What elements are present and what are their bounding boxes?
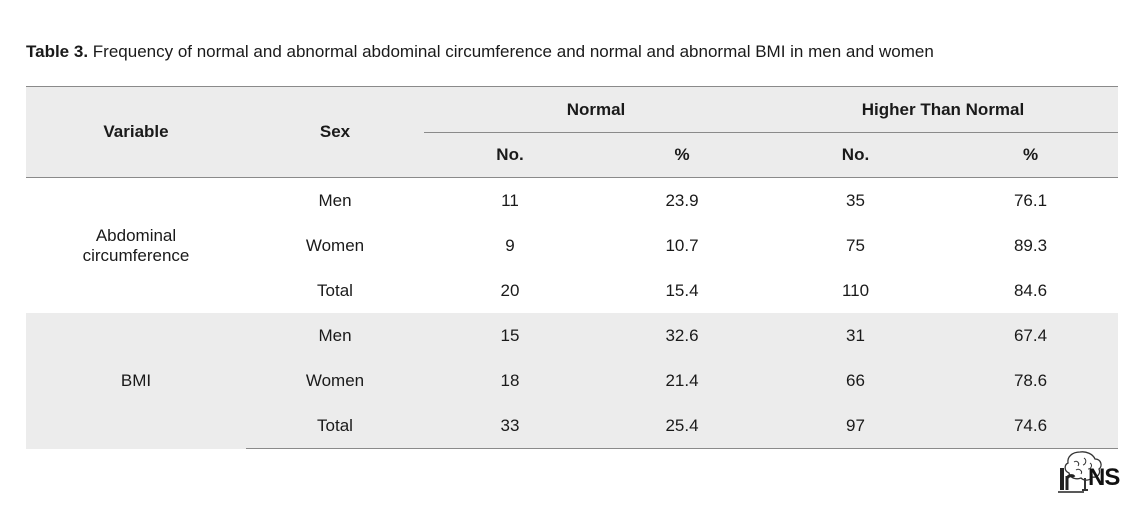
higher-pct-cell: 76.1 — [1013, 190, 1048, 210]
higher-pct-cell: 74.6 — [943, 403, 1118, 449]
normal-pct-cell: 10.7 — [665, 235, 699, 255]
frequency-table: Variable Sex Normal Higher Than Normal N… — [26, 86, 1118, 449]
logo-text: NS — [1088, 464, 1120, 491]
table-row: Abdominal circumference Men 11 23.9 35 7… — [26, 178, 1118, 265]
table-row: Women 9 10.7 75 89.3 — [26, 223, 1118, 268]
normal-pct-cell: 32.6 — [665, 325, 699, 345]
higher-pct-cell: 84.6 — [1013, 280, 1048, 300]
header-variable: Variable — [103, 122, 169, 141]
group-abdominal-circumference: Abdominal circumference Men 11 23.9 35 7… — [26, 178, 1118, 314]
brain-logo-icon — [1058, 451, 1102, 493]
sex-cell: Total — [246, 403, 424, 449]
higher-no-cell: 110 — [841, 280, 870, 300]
normal-pct-cell: 21.4 — [665, 370, 699, 390]
normal-no-cell: 11 — [501, 190, 519, 210]
higher-pct-cell: 78.6 — [1013, 370, 1048, 390]
higher-no-cell: 75 — [846, 235, 865, 255]
normal-no-cell: 18 — [500, 370, 520, 390]
header-sex: Sex — [319, 122, 351, 141]
table-caption-text: Frequency of normal and abnormal abdomin… — [92, 42, 934, 61]
header-higher-no: No. — [841, 145, 870, 164]
table-row: Women 18 21.4 66 78.6 — [26, 358, 1118, 403]
sex-cell: Total — [317, 280, 353, 300]
sex-cell: Women — [305, 370, 365, 390]
table-caption-label: Table 3. — [26, 42, 89, 61]
higher-pct-cell: 67.4 — [1013, 325, 1048, 345]
header-higher-than-normal: Higher Than Normal — [768, 86, 1118, 133]
normal-pct-cell: 25.4 — [596, 403, 768, 449]
normal-no-cell: 33 — [424, 403, 596, 449]
table-row: Total 20 15.4 110 84.6 — [26, 268, 1118, 313]
sex-cell: Women — [305, 235, 365, 255]
sex-cell: Men — [318, 190, 352, 210]
higher-no-cell: 66 — [846, 370, 865, 390]
table-header: Variable Sex Normal Higher Than Normal N… — [26, 86, 1118, 178]
normal-no-cell: 9 — [505, 235, 515, 255]
sex-cell: Men — [318, 325, 352, 345]
header-normal-no: No. — [496, 145, 524, 164]
higher-no-cell: 31 — [846, 325, 865, 345]
variable-cell: BMI — [120, 370, 152, 390]
higher-no-cell: 35 — [846, 190, 865, 210]
higher-pct-cell: 89.3 — [1013, 235, 1048, 255]
normal-no-cell: 15 — [500, 325, 520, 345]
normal-pct-cell: 23.9 — [665, 190, 699, 210]
normal-pct-cell: 15.4 — [665, 280, 699, 300]
group-bmi: BMI Men 15 32.6 31 67.4 Women 18 21.4 66… — [26, 313, 1118, 449]
table-row: Total 33 25.4 97 74.6 — [26, 403, 1118, 449]
table-row: BMI Men 15 32.6 31 67.4 — [26, 313, 1118, 390]
header-normal-pct: % — [674, 145, 690, 164]
table-caption: Table 3. Frequency of normal and abnorma… — [26, 42, 934, 62]
header-higher-pct: % — [1022, 145, 1039, 164]
higher-no-cell: 97 — [768, 403, 943, 449]
header-normal: Normal — [424, 86, 768, 133]
normal-no-cell: 20 — [500, 280, 520, 300]
variable-cell: Abdominal circumference — [82, 225, 190, 265]
